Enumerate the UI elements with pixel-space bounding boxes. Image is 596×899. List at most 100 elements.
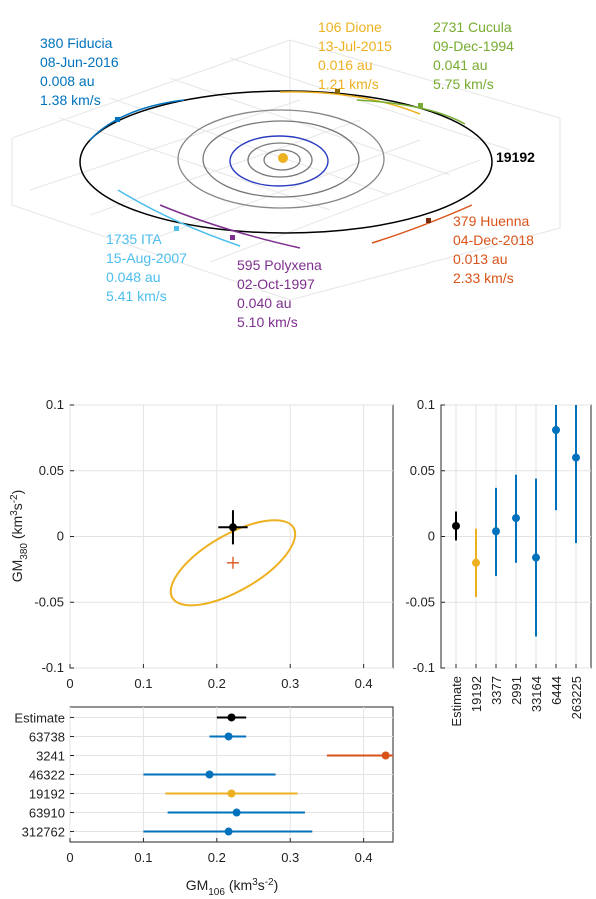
- gm106-ticks: 0 0.1 0.2 0.3 0.4 Estimate 63738 3241 46322 19192…: [14, 710, 372, 865]
- outer-grey-orbit: [177, 109, 385, 209]
- gm380-point: [472, 558, 480, 567]
- encounter-distance: 0.016 au: [318, 57, 373, 73]
- gm380-ticks: -0.1 -0.05 0 0.05 0.1 Estimate 19192 3377 2991 33…: [405, 397, 584, 727]
- gm380-category-label: 19192: [469, 676, 484, 712]
- encounter-name: 1735 ITA: [106, 231, 162, 247]
- encounter-name: 2731 Cucula: [433, 19, 512, 35]
- gm106-point: [227, 713, 236, 722]
- gm106-point: [224, 827, 233, 836]
- huenna-arc: [371, 204, 473, 244]
- encounter-velocity: 5.75 km/s: [433, 76, 494, 92]
- encounter-velocity: 5.10 km/s: [237, 314, 298, 330]
- encounter-date: 08-Jun-2016: [40, 54, 119, 70]
- gm380-category-label: 33164: [529, 676, 544, 712]
- encounter-name: 379 Huenna: [453, 213, 530, 229]
- joint-xtick-label: 0.2: [208, 676, 226, 691]
- polyxena-marker: [230, 235, 235, 240]
- gm106-category-label: 63738: [29, 729, 65, 744]
- joint-ytick-label: 0.1: [46, 397, 64, 412]
- uncertainty-ellipse: [169, 519, 297, 607]
- ita-arc: [117, 189, 241, 247]
- gm380-point: [532, 553, 540, 562]
- encounter-name: 595 Polyxena: [237, 257, 322, 273]
- polyxena-arc: [159, 204, 301, 249]
- gm106-xtick-label: 0.2: [208, 850, 226, 865]
- main-asteroid-label: 19192: [496, 149, 535, 165]
- joint-xtick-label: 0.4: [355, 676, 373, 691]
- gm106-category-label: Estimate: [14, 710, 65, 725]
- encounter-distance: 0.048 au: [106, 269, 161, 285]
- gm106-category-label: 3241: [36, 748, 65, 763]
- gm106-point: [232, 808, 241, 817]
- dione-arc: [279, 91, 421, 115]
- encounter-date: 13-Jul-2015: [318, 38, 392, 54]
- joint-xtick-label: 0.3: [281, 676, 299, 691]
- encounter-distance: 0.008 au: [40, 73, 95, 89]
- gm380-ytick-label: 0.1: [417, 397, 435, 412]
- joint-grid: [69, 404, 393, 669]
- gm106-point: [381, 751, 390, 760]
- gm106-point: [205, 770, 214, 779]
- encounter-date: 04-Dec-2018: [453, 232, 534, 248]
- gm380-category-label: Estimate: [449, 676, 464, 727]
- gm380-point: [492, 527, 500, 536]
- encounter-velocity: 5.41 km/s: [106, 288, 167, 304]
- encounter-distance: 0.041 au: [433, 57, 488, 73]
- joint-xtick-label: 0: [66, 676, 73, 691]
- joint-ytick-label: -0.05: [34, 594, 64, 609]
- mars-orbit: [202, 120, 360, 198]
- encounter-name: 106 Dione: [318, 19, 382, 35]
- gm380-category-label: 3377: [489, 676, 504, 705]
- gm380-point: [452, 521, 460, 530]
- joint-ticks: 0 0.1 0.2 0.3 0.4 -0.1 -0.05 0 0.05 0.1: [34, 397, 372, 691]
- reference-cross: [226, 556, 239, 569]
- joint-ylabel: GM380 (km3s-2): [9, 490, 30, 583]
- gm106-category-label: 46322: [29, 768, 65, 783]
- ita-marker: [174, 226, 179, 231]
- encounter-date: 15-Aug-2007: [106, 250, 187, 266]
- encounter-distance: 0.040 au: [237, 295, 292, 311]
- joint-ytick-label: -0.1: [42, 660, 64, 675]
- joint-marks: [169, 510, 297, 607]
- fiducia-arc: [89, 99, 185, 141]
- earth-orbit: [229, 135, 329, 187]
- orbit-figure: 19192: [11, 39, 561, 301]
- gm106-point: [227, 789, 236, 798]
- sun-icon: [278, 153, 288, 163]
- gm380-category-label: 6444: [549, 676, 564, 705]
- gm380-category-label: 2991: [509, 676, 524, 705]
- gm380-ytick-label: -0.05: [405, 594, 435, 609]
- gm106-xtick-label: 0.1: [134, 850, 152, 865]
- encounter-date: 02-Oct-1997: [237, 276, 315, 292]
- cucula-marker: [418, 103, 423, 108]
- gm380-ytick-label: 0.05: [410, 463, 435, 478]
- estimate-point: [228, 523, 237, 532]
- huenna-marker: [426, 218, 431, 223]
- gm380-point: [552, 425, 560, 434]
- gm106-xtick-label: 0: [66, 850, 73, 865]
- gm106-point: [224, 732, 233, 741]
- encounter-date: 09-Dec-1994: [433, 38, 514, 54]
- gm380-panel: -0.1 -0.05 0 0.05 0.1 Estimate 19192 3377 2991 33…: [405, 397, 592, 727]
- gm106-category-label: 19192: [29, 787, 65, 802]
- encounter-name: 380 Fiducia: [40, 35, 113, 51]
- encounter-labels: 380 Fiducia 08-Jun-2016 0.008 au 1.38 km/s 1…: [40, 19, 534, 330]
- joint-ytick-label: 0.05: [39, 463, 64, 478]
- gm380-marks: [452, 405, 580, 637]
- encounter-distance: 0.013 au: [453, 251, 508, 267]
- gm106-panel: 0 0.1 0.2 0.3 0.4 Estimate 63738 3241 46322 19192…: [14, 706, 394, 898]
- gm380-point: [512, 514, 520, 523]
- gm106-marks: [143, 713, 393, 836]
- gm380-category-label: 263225: [569, 676, 584, 719]
- encounter-velocity: 1.21 km/s: [318, 76, 379, 92]
- gm106-category-label: 63910: [29, 806, 65, 821]
- mercury-orbit: [263, 149, 301, 171]
- gm380-ytick-label: -0.1: [413, 660, 435, 675]
- gm380-point: [572, 453, 580, 462]
- gm106-category-label: 312762: [22, 825, 65, 840]
- gm106-xtick-label: 0.3: [281, 850, 299, 865]
- gm380-ytick-label: 0: [428, 529, 435, 544]
- main-asteroid-orbit: [79, 90, 493, 234]
- fiducia-marker: [115, 117, 120, 122]
